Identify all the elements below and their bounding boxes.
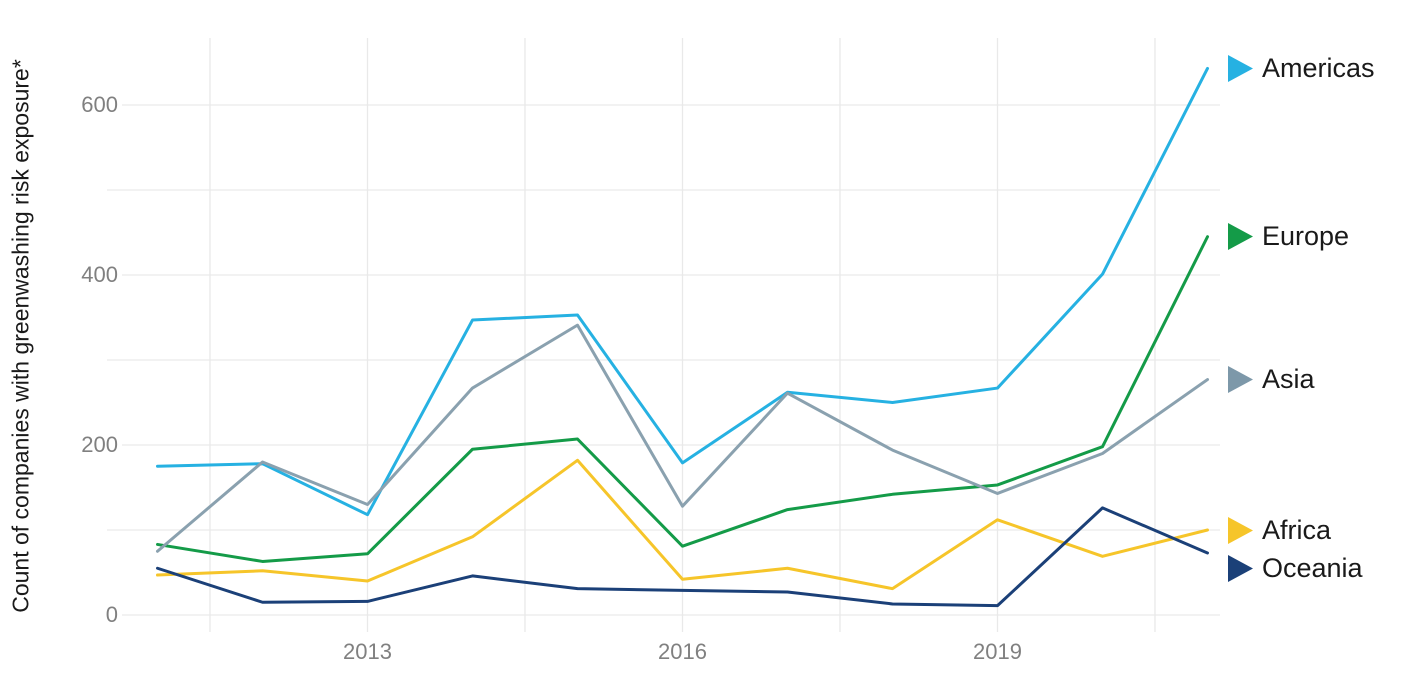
legend-item-africa: Africa: [1228, 515, 1331, 545]
x-tick-2019: 2019: [973, 639, 1022, 664]
legend-arrow-icon-africa: [1228, 516, 1253, 544]
legend-label-africa: Africa: [1262, 514, 1332, 545]
y-tick-0: 0: [105, 602, 118, 627]
legend-label-americas: Americas: [1262, 52, 1375, 83]
legend-item-europe: Europe: [1228, 221, 1350, 252]
line-oceania: [156, 506, 1209, 608]
legend-arrow-icon-americas: [1228, 54, 1253, 82]
y-tick-200: 200: [81, 432, 118, 457]
legend-label-asia: Asia: [1262, 364, 1315, 395]
legend-label-europe: Europe: [1262, 221, 1350, 252]
legend-arrow-icon-asia: [1228, 366, 1253, 394]
line-europe: [156, 235, 1209, 563]
x-tick-2016: 2016: [658, 639, 707, 664]
legend-item-americas: Americas: [1228, 53, 1375, 83]
legend-arrow-icon-oceania: [1228, 554, 1253, 582]
legend-item-oceania: Oceania: [1228, 553, 1363, 583]
legend-item-asia: Asia: [1228, 364, 1315, 395]
x-tick-2013: 2013: [343, 639, 392, 664]
series-lines: [156, 66, 1209, 608]
line-africa: [156, 458, 1209, 591]
legend-arrow-icon-europe: [1228, 223, 1253, 251]
legend-label-oceania: Oceania: [1262, 552, 1363, 583]
y-tick-600: 600: [81, 92, 118, 117]
vertical-gridlines: [209, 38, 1156, 632]
line-americas: [156, 66, 1209, 517]
y-tick-400: 400: [81, 262, 118, 287]
line-asia: [156, 323, 1209, 553]
